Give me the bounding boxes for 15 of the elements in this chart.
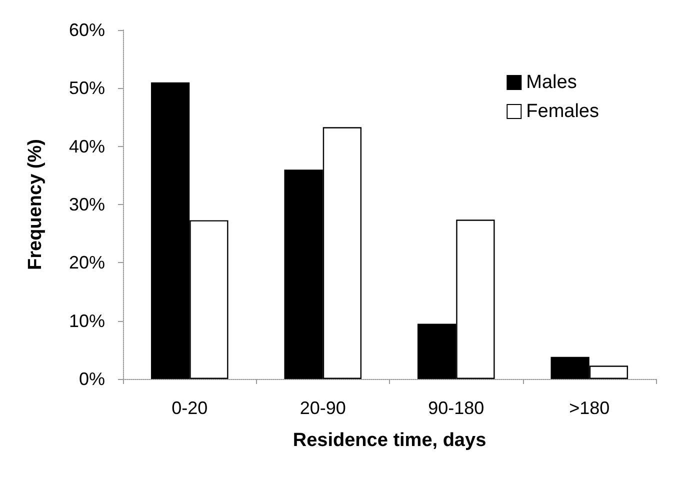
y-tick-label: 0% <box>78 369 105 389</box>
x-tick-label: 0-20 <box>172 398 208 418</box>
y-tick-label: 40% <box>68 136 105 156</box>
y-tick-label: 60% <box>68 20 105 40</box>
y-tick-label: 30% <box>68 194 105 214</box>
x-tick-label: 20-90 <box>300 398 346 418</box>
y-axis-title: Frequency (%) <box>25 139 46 270</box>
x-tick-label: >180 <box>569 398 610 418</box>
y-tick-label: 10% <box>68 310 105 331</box>
x-axis-title: Residence time, days <box>292 430 486 451</box>
y-tick-label: 50% <box>68 78 105 98</box>
legend-label: Females <box>526 101 600 122</box>
y-tick-label: 20% <box>68 252 105 273</box>
legend-label: Males <box>526 72 577 93</box>
x-tick-label: 90-180 <box>428 398 484 418</box>
